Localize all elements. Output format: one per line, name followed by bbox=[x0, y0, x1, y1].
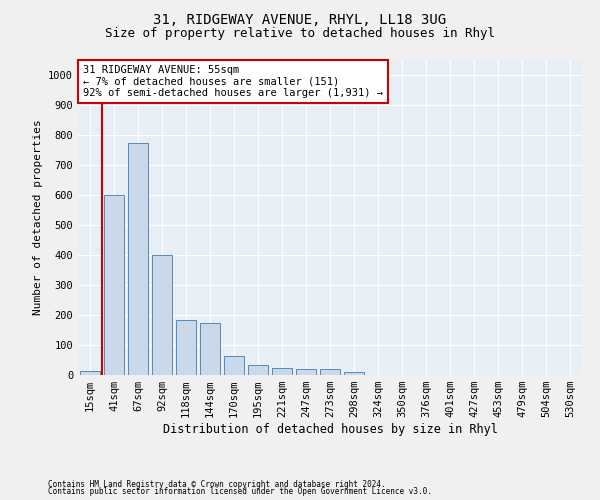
Bar bbox=[296, 369, 316, 375]
Bar bbox=[80, 370, 100, 375]
Bar bbox=[320, 369, 340, 375]
Text: Contains HM Land Registry data © Crown copyright and database right 2024.: Contains HM Land Registry data © Crown c… bbox=[48, 480, 386, 489]
Bar bbox=[176, 320, 196, 375]
Text: Contains public sector information licensed under the Open Government Licence v3: Contains public sector information licen… bbox=[48, 488, 432, 496]
Text: 31, RIDGEWAY AVENUE, RHYL, LL18 3UG: 31, RIDGEWAY AVENUE, RHYL, LL18 3UG bbox=[154, 12, 446, 26]
Bar bbox=[248, 364, 268, 375]
Bar bbox=[224, 356, 244, 375]
Y-axis label: Number of detached properties: Number of detached properties bbox=[32, 120, 43, 316]
Bar bbox=[344, 372, 364, 375]
Bar bbox=[152, 255, 172, 375]
Bar bbox=[272, 368, 292, 375]
X-axis label: Distribution of detached houses by size in Rhyl: Distribution of detached houses by size … bbox=[163, 423, 497, 436]
Text: Size of property relative to detached houses in Rhyl: Size of property relative to detached ho… bbox=[105, 28, 495, 40]
Bar bbox=[104, 195, 124, 375]
Bar bbox=[200, 322, 220, 375]
Text: 31 RIDGEWAY AVENUE: 55sqm
← 7% of detached houses are smaller (151)
92% of semi-: 31 RIDGEWAY AVENUE: 55sqm ← 7% of detach… bbox=[83, 64, 383, 98]
Bar bbox=[128, 142, 148, 375]
